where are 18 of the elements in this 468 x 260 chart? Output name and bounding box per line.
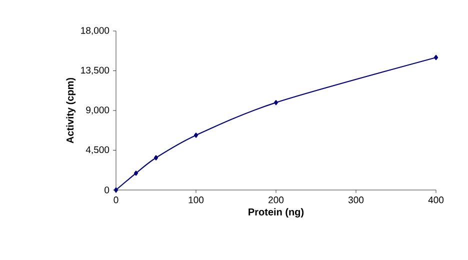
- y-tick-label: 4,500: [86, 146, 110, 154]
- x-axis-title: Protein (ng): [248, 208, 304, 218]
- x-tick-label: 300: [348, 196, 364, 204]
- point: [114, 187, 118, 193]
- y-axis-title: Activity (cpm): [66, 78, 76, 144]
- x-tick-label: 200: [268, 196, 284, 204]
- point: [194, 132, 198, 138]
- y-tick-label: 18,000: [81, 27, 110, 35]
- x-tick-label: 400: [428, 196, 444, 204]
- x-tick-label: 100: [188, 196, 204, 204]
- x-tick-label: 0: [114, 196, 118, 204]
- y-tick-label: 0: [104, 186, 110, 194]
- point: [274, 100, 278, 106]
- y-tick-label: 9,000: [86, 106, 110, 114]
- y-tick-label: 13,500: [81, 66, 110, 75]
- point: [154, 155, 158, 160]
- point: [134, 170, 138, 176]
- point: [434, 54, 438, 60]
